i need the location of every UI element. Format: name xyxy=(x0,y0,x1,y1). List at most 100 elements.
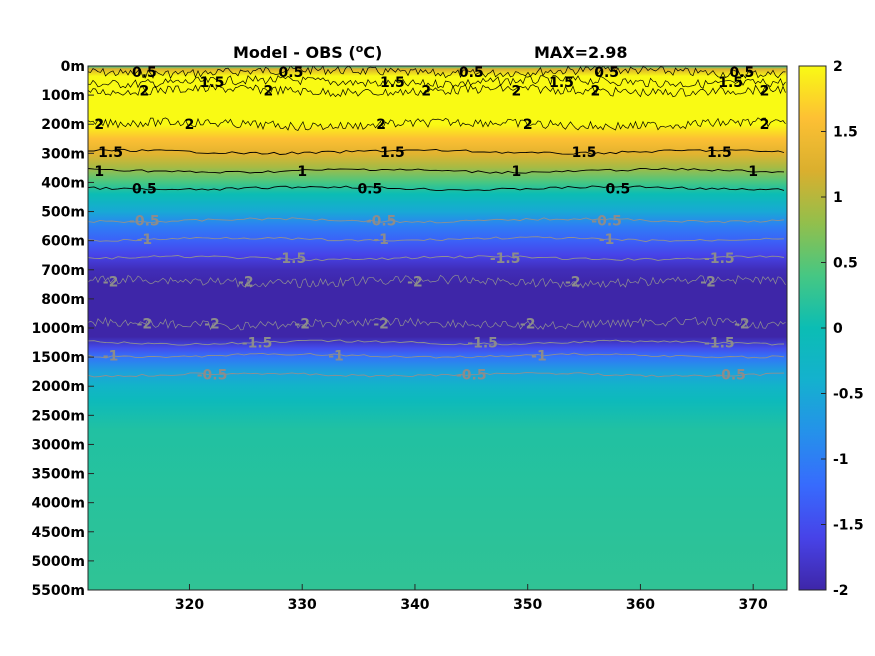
y-tick-label: 4500m xyxy=(31,525,85,541)
contour-label: 1.5 xyxy=(380,75,405,91)
plot-area: 0.5 0.5 0.5 0.5 0.51.5 1.5 1.5 1.52 2 2 2 2 22 2 2 2 21.… xyxy=(87,65,788,591)
x-tick-label: 340 xyxy=(400,597,429,613)
y-tick-label: 300m xyxy=(41,146,85,162)
contour-label: 2 xyxy=(421,84,431,100)
contour-line xyxy=(88,255,785,262)
chart-title: Model - OBS (oC) xyxy=(233,42,382,63)
y-tick-label: 5500m xyxy=(31,583,85,599)
contour-label: -2 xyxy=(565,274,581,290)
contour-label: -1 xyxy=(103,349,119,365)
contour-label: 0.5 xyxy=(729,65,754,81)
contour-label: -1 xyxy=(531,349,547,365)
y-tick-label: 600m xyxy=(41,234,85,250)
contour-label: 2 xyxy=(512,84,522,100)
contour-label: 2 xyxy=(139,84,149,100)
y-tick-label: 500m xyxy=(41,205,85,221)
contour-label: 1.5 xyxy=(98,145,123,161)
contour-label: 0.5 xyxy=(459,65,484,81)
contour-line xyxy=(88,339,785,346)
contour-label: -1 xyxy=(373,232,389,248)
contour-label: -1 xyxy=(599,232,615,248)
contour-label: 1.5 xyxy=(200,75,225,91)
contour-label: 1.5 xyxy=(707,145,732,161)
max-annotation: MAX=2.98 xyxy=(534,43,628,62)
contour-label: -1.5 xyxy=(242,336,273,352)
contour-label: -0.5 xyxy=(456,368,487,384)
contour-label: -0.5 xyxy=(366,213,397,229)
contour-label: 2 xyxy=(523,117,533,133)
contour-label: 2 xyxy=(94,117,104,133)
colorbar-tick-label: -2 xyxy=(833,583,849,599)
contour-label: -0.5 xyxy=(129,213,160,229)
contour-line xyxy=(88,117,786,131)
contour-label: -2 xyxy=(734,317,750,333)
y-tick-label: 0m xyxy=(61,59,85,75)
contour-line xyxy=(88,352,785,359)
colorbar-tick-label: 2 xyxy=(833,59,843,75)
contour-label: -2 xyxy=(294,317,310,333)
contour-label: 2 xyxy=(185,117,195,133)
y-tick-label: 2500m xyxy=(31,408,85,424)
contour-label: -1.5 xyxy=(490,251,521,267)
heatmap-field xyxy=(88,66,787,590)
x-axis: 320 330 340 350 360 370 xyxy=(175,584,768,613)
contour-line xyxy=(88,148,785,155)
contour-label: 2 xyxy=(760,117,770,133)
contour-label: 1.5 xyxy=(572,145,597,161)
contour-label: 0.5 xyxy=(279,65,304,81)
contour-label: 2 xyxy=(760,84,770,100)
colorbar-ticks: 2 1.5 1 0.5 0 -0.5 -1 -1.5 -2 xyxy=(821,59,864,599)
contour-label: -0.5 xyxy=(715,368,746,384)
y-tick-label: 400m xyxy=(41,175,85,191)
contour-label: -0.5 xyxy=(591,213,622,229)
contour-label: -2 xyxy=(103,274,119,290)
contour-label: -2 xyxy=(137,317,153,333)
x-tick-label: 370 xyxy=(739,597,768,613)
contour-label: -1 xyxy=(328,349,344,365)
contour-label: -1 xyxy=(137,232,153,248)
contour-label: 1 xyxy=(94,164,104,180)
contour-label: -0.5 xyxy=(197,368,228,384)
contour-label: -2 xyxy=(520,317,536,333)
contour-label: 1 xyxy=(297,164,307,180)
y-tick-label: 700m xyxy=(41,263,85,279)
colorbar-tick-label: -1 xyxy=(833,452,849,468)
y-tick-label: 1500m xyxy=(31,350,85,366)
colorbar-tick-label: 0.5 xyxy=(833,256,858,272)
contour-label: -1.5 xyxy=(276,251,307,267)
contour-label: -2 xyxy=(700,274,716,290)
y-tick-label: 100m xyxy=(41,88,85,104)
y-tick-label: 3000m xyxy=(31,437,85,453)
x-tick-label: 360 xyxy=(626,597,655,613)
contour-label: 1.5 xyxy=(380,145,405,161)
contour-line xyxy=(88,185,785,191)
colorbar-tick-label: -1.5 xyxy=(833,518,864,534)
colorbar-tick-label: 1.5 xyxy=(833,125,858,141)
contour-label: 1.5 xyxy=(718,75,743,91)
contour-layer xyxy=(88,66,786,378)
colorbar-tick-label: 1 xyxy=(833,190,843,206)
contour-line xyxy=(88,217,785,224)
contour-line xyxy=(88,83,786,98)
contour-line xyxy=(88,66,786,80)
x-tick-label: 330 xyxy=(288,597,317,613)
y-tick-label: 4000m xyxy=(31,496,85,512)
contour-label: 1 xyxy=(748,164,758,180)
contour-label: -2 xyxy=(407,274,423,290)
contour-line xyxy=(88,372,785,378)
contour-label: -2 xyxy=(238,274,254,290)
y-tick-label: 1000m xyxy=(31,321,85,337)
contour-line xyxy=(88,316,786,331)
y-tick-label: 3500m xyxy=(31,467,85,483)
contour-label-layer: 0.5 0.5 0.5 0.5 0.51.5 1.5 1.5 1.52 2 2 2 2 22 2 2 2 21.… xyxy=(94,65,769,384)
x-tick-label: 320 xyxy=(175,597,204,613)
y-axis: 0m 100m 200m 300m 400m 500m 600m 700m 800m 1000m 1… xyxy=(31,59,94,599)
contour-label: 0.5 xyxy=(132,65,157,81)
y-tick-label: 2000m xyxy=(31,379,85,395)
contour-line xyxy=(88,236,785,243)
colorbar-tick-label: -0.5 xyxy=(833,387,864,403)
colorbar: 2 1.5 1 0.5 0 -0.5 -1 -1.5 -2 xyxy=(798,59,864,599)
contour-label: 0.5 xyxy=(357,181,382,197)
contour-line xyxy=(88,167,785,174)
